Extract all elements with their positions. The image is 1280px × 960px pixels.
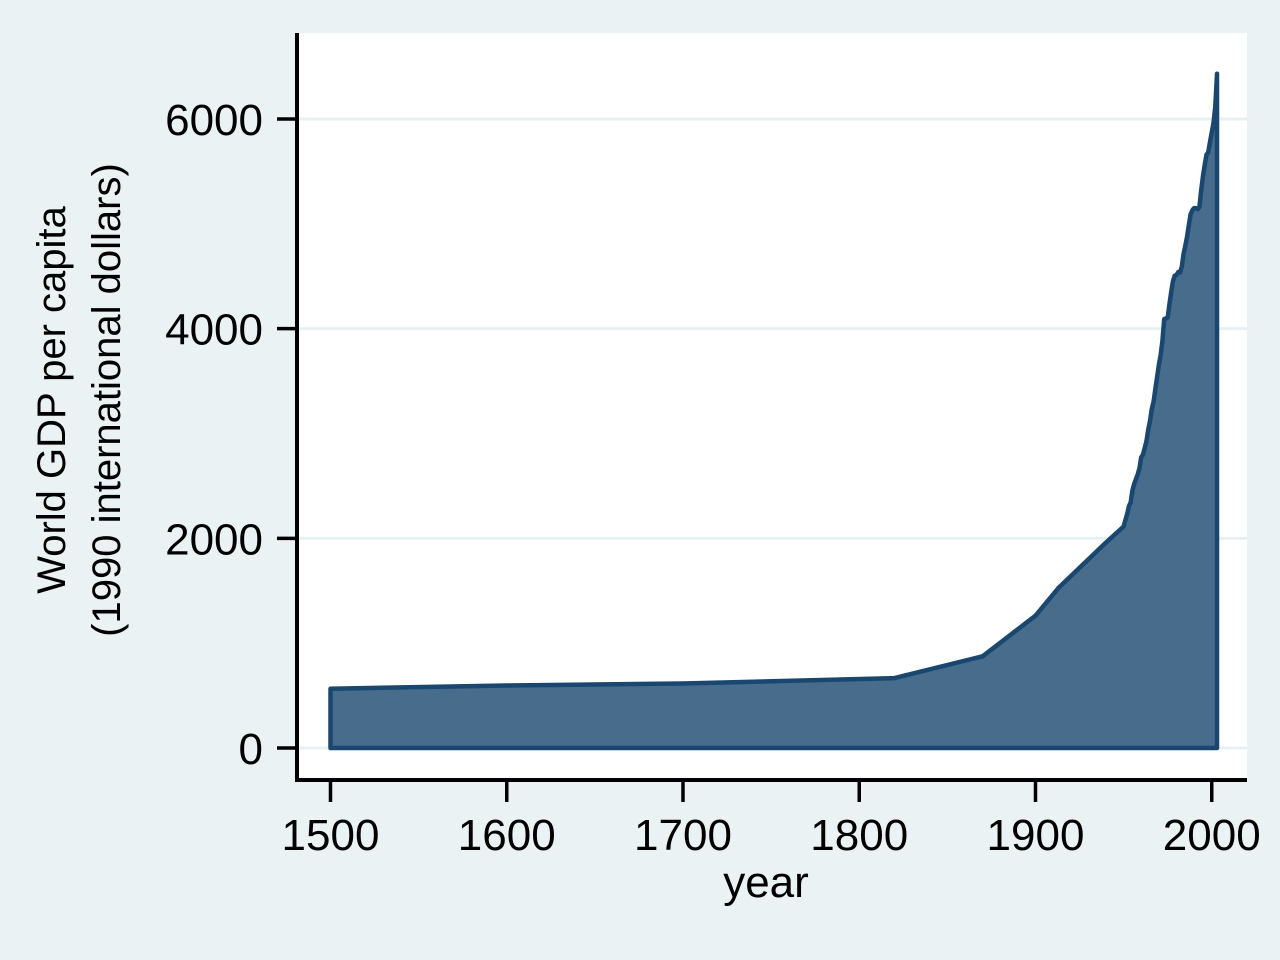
x-tick-label: 1800 xyxy=(810,811,908,860)
y-tick-label: 6000 xyxy=(165,96,263,145)
y-tick-label: 2000 xyxy=(165,515,263,564)
y-axis-title: World GDP per capita (1990 international… xyxy=(25,163,135,637)
x-tick-label: 1500 xyxy=(282,811,380,860)
x-tick-label: 1900 xyxy=(987,811,1085,860)
y-axis-title-line2: (1990 international dollars) xyxy=(85,163,129,637)
x-tick-label: 1700 xyxy=(634,811,732,860)
area-series xyxy=(328,71,1220,751)
x-tick-label: 1600 xyxy=(458,811,556,860)
y-axis-title-line1: World GDP per capita xyxy=(29,206,74,594)
y-tick-label: 0 xyxy=(239,725,263,774)
x-tick-label: 2000 xyxy=(1163,811,1261,860)
y-tick-label: 4000 xyxy=(165,306,263,355)
x-axis-title: year xyxy=(723,858,809,907)
